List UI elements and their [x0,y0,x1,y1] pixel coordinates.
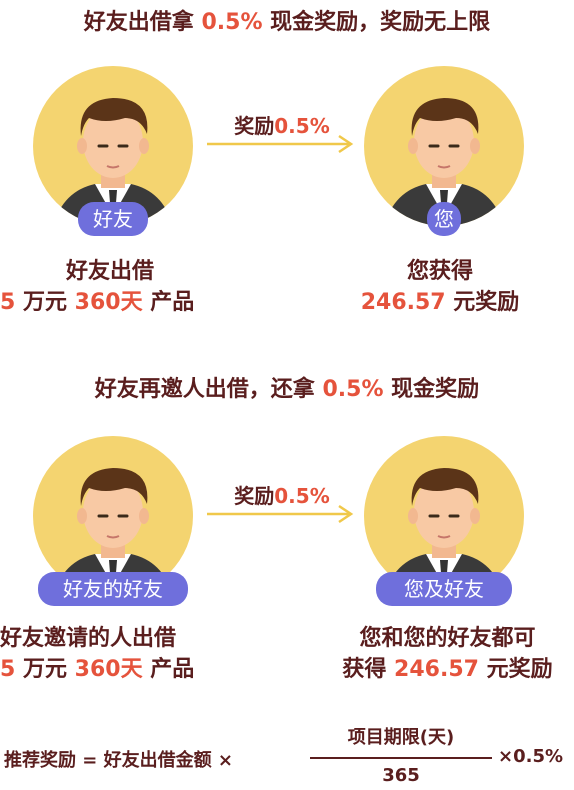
fraction-bar [310,757,492,759]
friend-invitee-caption: 好友邀请的人出借 5 万元 360天 产品 [0,626,195,682]
man-avatar-icon [364,66,524,226]
friend-lend-caption: 好友出借 5 万元 360天 产品 [0,259,195,315]
friend-avatar [33,66,193,226]
section1-heading: 好友出借拿 0.5% 现金奖励，奖励无上限 [83,10,491,35]
you-avatar [364,66,524,226]
formula-denominator: 365 [382,765,420,786]
man-avatar-icon [33,66,193,226]
reward-arrow-label-2: 奖励0.5% [234,484,330,508]
you-badge: 您 [427,202,461,236]
friend-badge: 好友 [78,202,148,236]
formula-numerator: 项目期限(天) [347,727,455,748]
you-and-friend-caption: 您和您的好友都可 获得 246.57 元奖励 [342,626,553,682]
arrow-right-icon [207,134,354,154]
reward-arrow-label: 奖励0.5% [234,114,330,138]
formula-rhs: ×0.5% [498,746,564,767]
formula-lhs: 推荐奖励 = 好友出借金额 × [4,750,233,771]
you-and-friend-badge: 您及好友 [376,572,512,606]
arrow-right-icon [207,504,354,524]
you-and-friend-avatar [364,436,524,596]
friend-of-friend-badge: 好友的好友 [38,572,188,606]
section2-heading: 好友再邀人出借，还拿 0.5% 现金奖励 [94,377,480,402]
man-avatar-icon [364,436,524,596]
you-reward-caption: 您获得 246.57 元奖励 [360,259,520,315]
